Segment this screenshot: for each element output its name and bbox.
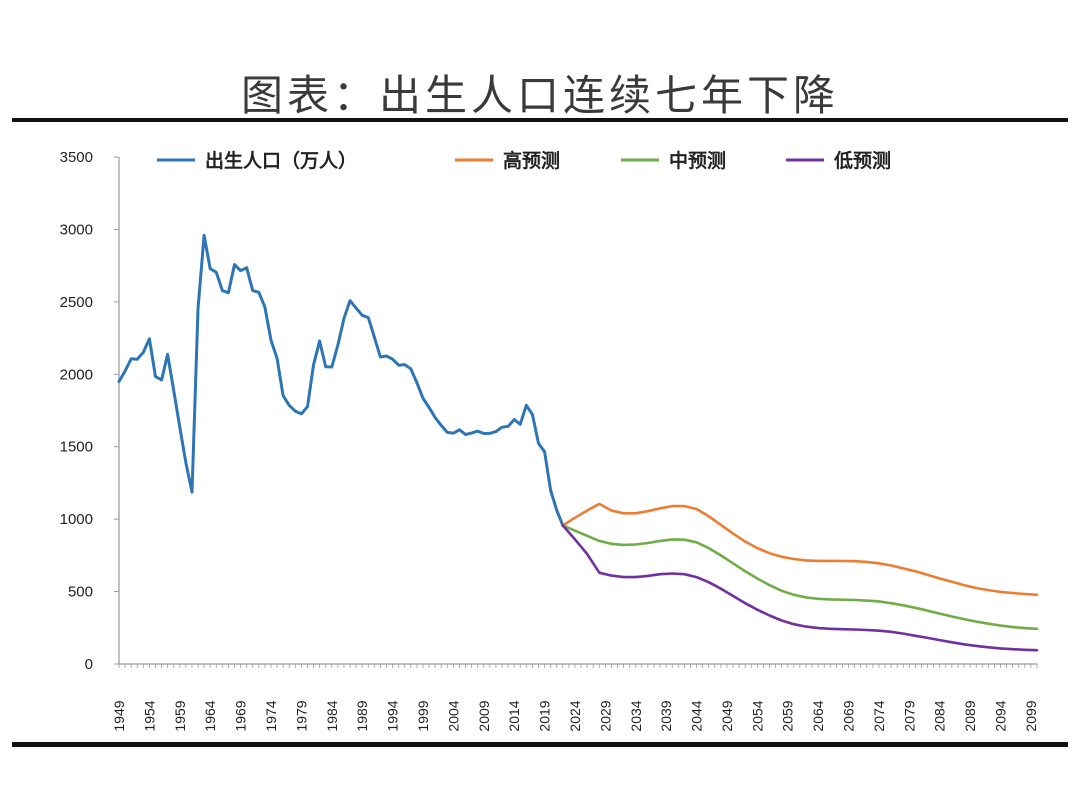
x-tick-label: 1949	[111, 700, 127, 731]
x-tick-label: 2034	[628, 700, 644, 731]
x-tick-label: 1969	[233, 700, 249, 731]
legend-label-2: 中预测	[669, 149, 726, 172]
y-tick-label: 500	[68, 584, 93, 601]
axes	[114, 156, 1038, 668]
x-tick-label: 1979	[293, 700, 309, 731]
x-tick-label: 2094	[993, 700, 1009, 731]
x-tick-labels: 1949 1954 1959 1964 1969 1974 1979 1984 1989 1994…	[111, 700, 1039, 731]
x-tick-label: 1994	[385, 700, 401, 731]
x-tick-label: 1974	[263, 700, 279, 731]
x-tick-label: 2089	[962, 700, 978, 731]
series-line-2	[561, 524, 1039, 631]
x-tick-label: 2064	[810, 700, 826, 731]
x-tick-label: 2084	[932, 700, 948, 731]
series-lines	[117, 233, 1039, 652]
x-tick-label: 2074	[871, 700, 887, 731]
x-tick-label: 2019	[537, 700, 553, 731]
y-tick-label: 3500	[60, 149, 93, 166]
y-tick-label: 2500	[60, 294, 93, 311]
x-tick-label: 1999	[415, 700, 431, 731]
x-tick-label: 2079	[901, 700, 917, 731]
series-line-0	[117, 233, 565, 527]
x-tick-label: 1964	[202, 700, 218, 731]
legend-label-1: 高预测	[503, 149, 560, 172]
x-tick-label: 2054	[749, 700, 765, 731]
x-tick-label: 2004	[445, 700, 461, 731]
title-rule	[12, 118, 1068, 122]
legend: 出生人口（万人） 高预测 中预测 低预测	[157, 149, 891, 172]
x-tick-label: 2039	[658, 700, 674, 731]
x-tick-label: 2029	[597, 700, 613, 731]
series-line-1	[561, 502, 1039, 597]
y-tick-label: 1500	[60, 439, 93, 456]
x-tick-label: 1984	[324, 700, 340, 731]
x-tick-label: 2024	[567, 700, 583, 731]
y-tick-label: 2000	[60, 366, 93, 383]
series-line-3	[561, 524, 1039, 652]
x-tick-label: 1959	[172, 700, 188, 731]
chart-title: 图表：出生人口连续七年下降	[240, 71, 839, 120]
bottom-rule	[12, 742, 1068, 747]
x-tick-label: 1989	[354, 700, 370, 731]
x-tick-label: 2069	[841, 700, 857, 731]
x-tick-label: 1954	[141, 700, 157, 731]
y-tick-label: 1000	[60, 511, 93, 528]
y-tick-label: 3000	[60, 221, 93, 238]
x-tick-label: 2059	[780, 700, 796, 731]
legend-label-3: 低预测	[833, 149, 891, 172]
y-tick-label: 0	[85, 656, 93, 673]
y-tick-labels: 0 500 1000 1500 2000 2500 3000 3500	[60, 149, 93, 673]
x-tick-label: 2044	[689, 700, 705, 731]
x-tick-label: 2049	[719, 700, 735, 731]
x-tick-label: 2014	[506, 700, 522, 731]
legend-label-0: 出生人口（万人）	[205, 149, 357, 172]
x-tick-label: 2099	[1023, 700, 1039, 731]
x-tick-label: 2009	[476, 700, 492, 731]
